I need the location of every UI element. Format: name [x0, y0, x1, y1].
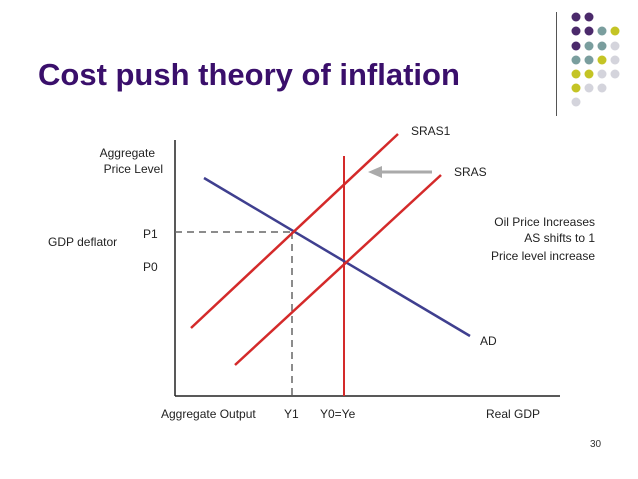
x-axis-label: Aggregate Output: [161, 407, 256, 421]
sras-label: SRAS: [454, 165, 487, 179]
p0-label: P0: [143, 260, 158, 274]
real-gdp-label: Real GDP: [486, 407, 540, 421]
dot-row-4: [571, 55, 620, 65]
dot-row-2: [571, 26, 620, 36]
shift-arrow-icon: [368, 166, 432, 178]
note-line2: AS shifts to 1: [524, 231, 595, 245]
dot-row-7: [571, 97, 581, 107]
ad-curve: [203, 176, 471, 338]
sras-curve: [234, 174, 442, 366]
y0-label: Y0=Ye: [320, 407, 356, 421]
ad-label: AD: [480, 334, 497, 348]
y1-label: Y1: [284, 407, 299, 421]
slide-title: Cost push theory of inflation: [38, 57, 460, 92]
gdp-deflator-label: GDP deflator: [48, 235, 117, 249]
sras1-label: SRAS1: [411, 124, 451, 138]
note-line3: Price level increase: [491, 249, 595, 263]
sras1-curve: [190, 133, 399, 329]
dot-row-5: [571, 69, 620, 79]
slide-number: 30: [590, 439, 602, 450]
dot-row-6: [571, 83, 607, 93]
title-divider-line: [556, 12, 557, 116]
p1-label: P1: [143, 227, 158, 241]
dot-row-3: [571, 41, 620, 51]
decorative-dot-grid: [571, 12, 620, 107]
y-axis-label-line1: Aggregate: [100, 146, 156, 160]
dot-row-1: [571, 12, 594, 22]
note-line1: Oil Price Increases: [494, 215, 595, 229]
y-axis-label-line2: Price Level: [104, 162, 163, 176]
